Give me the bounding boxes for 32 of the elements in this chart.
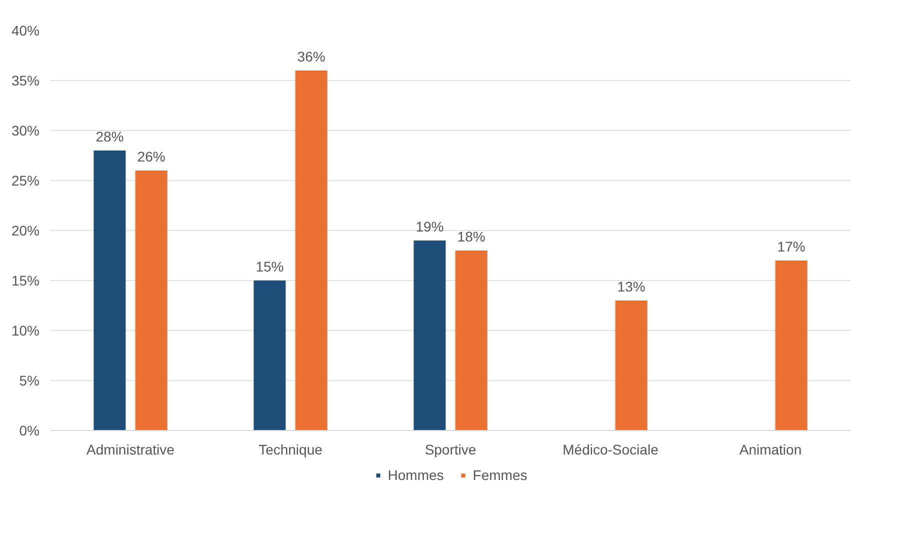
bar (615, 300, 648, 430)
y-tick-label: 10% (11, 322, 40, 338)
data-label: 18% (457, 228, 486, 244)
y-tick-label: 15% (11, 272, 40, 288)
bar (135, 170, 168, 430)
x-tick-label: Médico-Sociale (562, 442, 659, 458)
data-label: 15% (256, 258, 284, 274)
y-tick-label: 0% (19, 422, 40, 438)
legend-label: Femmes (472, 467, 528, 483)
data-label: 19% (416, 218, 444, 234)
data-label: 17% (777, 238, 806, 254)
y-tick-label: 40% (11, 22, 40, 38)
data-label: 36% (297, 48, 326, 64)
bar (254, 280, 286, 430)
y-tick-label: 5% (19, 372, 40, 388)
x-tick-label: Sportive (424, 442, 476, 458)
bar (775, 260, 808, 430)
y-tick-label: 25% (11, 172, 40, 188)
bar (295, 70, 328, 430)
x-tick-label: Administrative (86, 442, 175, 458)
data-label: 13% (617, 278, 646, 294)
data-label: 26% (137, 148, 166, 164)
bar (414, 240, 446, 430)
data-label: 28% (96, 128, 124, 144)
y-tick-label: 35% (11, 72, 40, 88)
bar (455, 250, 488, 430)
x-tick-label: Animation (739, 442, 802, 458)
y-tick-label: 30% (11, 122, 40, 138)
legend-label: Hommes (388, 467, 444, 483)
x-tick-label: Technique (258, 442, 323, 458)
y-tick-label: 20% (11, 222, 40, 238)
bar (94, 150, 126, 430)
